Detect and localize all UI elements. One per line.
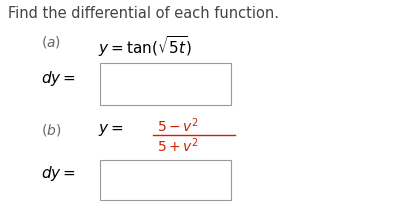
Bar xyxy=(100,63,231,105)
Text: $5 + v^2$: $5 + v^2$ xyxy=(157,136,199,155)
Text: $dy =$: $dy =$ xyxy=(41,164,75,183)
Text: $y = \tan(\sqrt{5t})$: $y = \tan(\sqrt{5t})$ xyxy=(98,34,193,59)
Text: $y =$: $y =$ xyxy=(98,122,123,138)
Text: $(a)$: $(a)$ xyxy=(41,34,61,50)
Text: $dy =$: $dy =$ xyxy=(41,69,75,88)
Text: Find the differential of each function.: Find the differential of each function. xyxy=(8,6,279,21)
Text: $5 - v^2$: $5 - v^2$ xyxy=(157,117,199,135)
Text: $(b)$: $(b)$ xyxy=(41,122,61,138)
Bar xyxy=(100,160,231,200)
